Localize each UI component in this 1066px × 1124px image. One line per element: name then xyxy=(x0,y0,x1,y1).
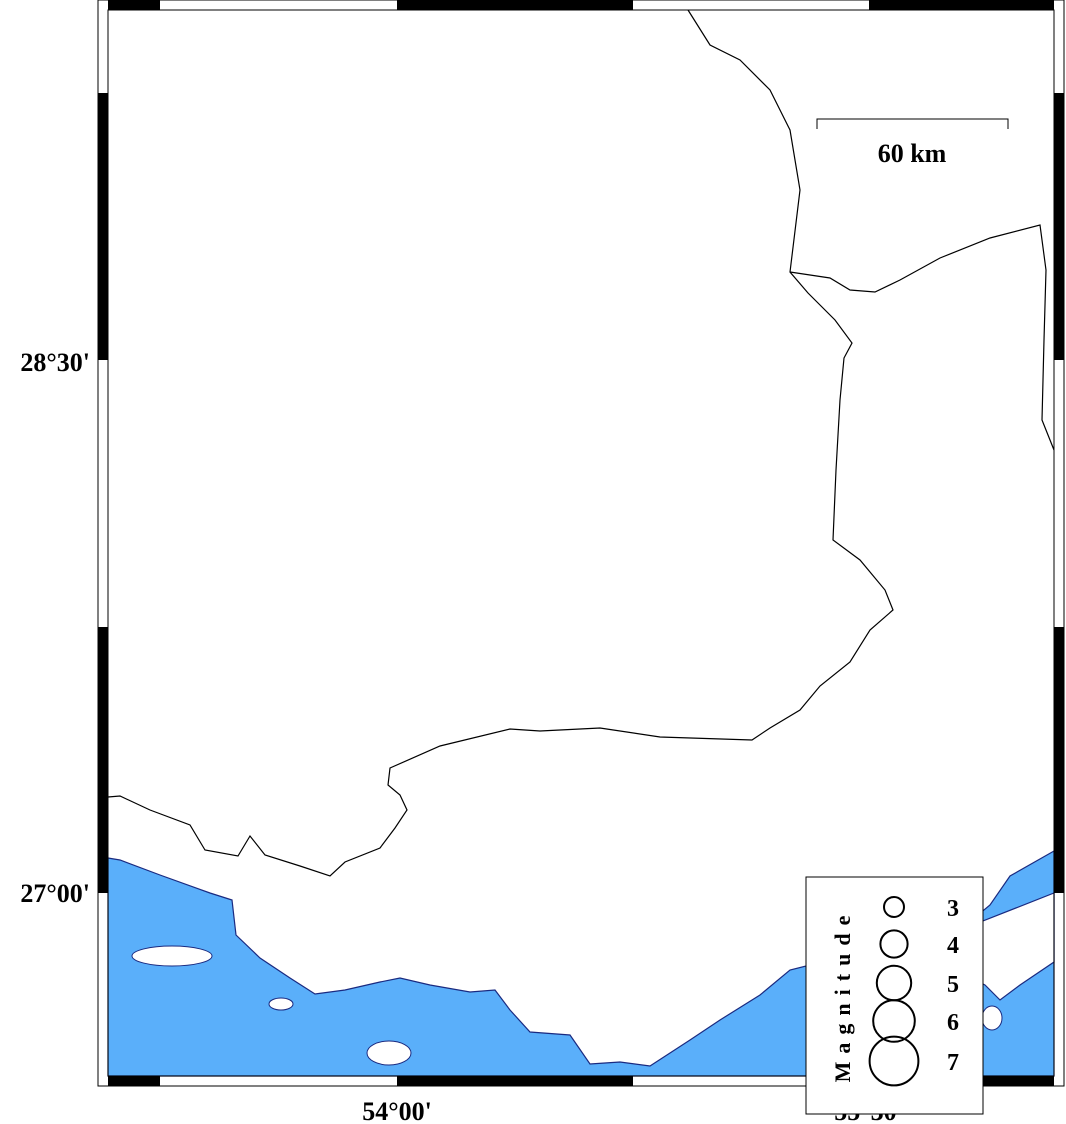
legend-symbol xyxy=(883,896,905,918)
legend: Magnitude 3 4 5 6 7 xyxy=(805,876,984,1115)
island xyxy=(981,1005,1003,1031)
scale-bar xyxy=(816,118,1009,129)
boundary xyxy=(107,9,894,877)
legend-symbol xyxy=(868,1035,920,1087)
scale-label: 60 km xyxy=(878,139,947,168)
lat-label: 28°30' xyxy=(20,348,90,377)
island xyxy=(366,1040,412,1066)
legend-label: 6 xyxy=(947,1010,959,1036)
legend-label: 3 xyxy=(947,896,959,922)
lat-label: 27°00' xyxy=(20,879,90,908)
island xyxy=(268,997,294,1011)
legend-label: 4 xyxy=(947,933,959,959)
island xyxy=(131,945,213,967)
boundary xyxy=(789,224,1055,451)
legend-symbol xyxy=(872,999,916,1043)
legend-label: 7 xyxy=(947,1050,959,1076)
legend-label: 5 xyxy=(947,972,959,998)
legend-symbol xyxy=(879,929,909,959)
legend-title: Magnitude xyxy=(830,908,855,1083)
lon-label: 54°00' xyxy=(362,1097,432,1124)
